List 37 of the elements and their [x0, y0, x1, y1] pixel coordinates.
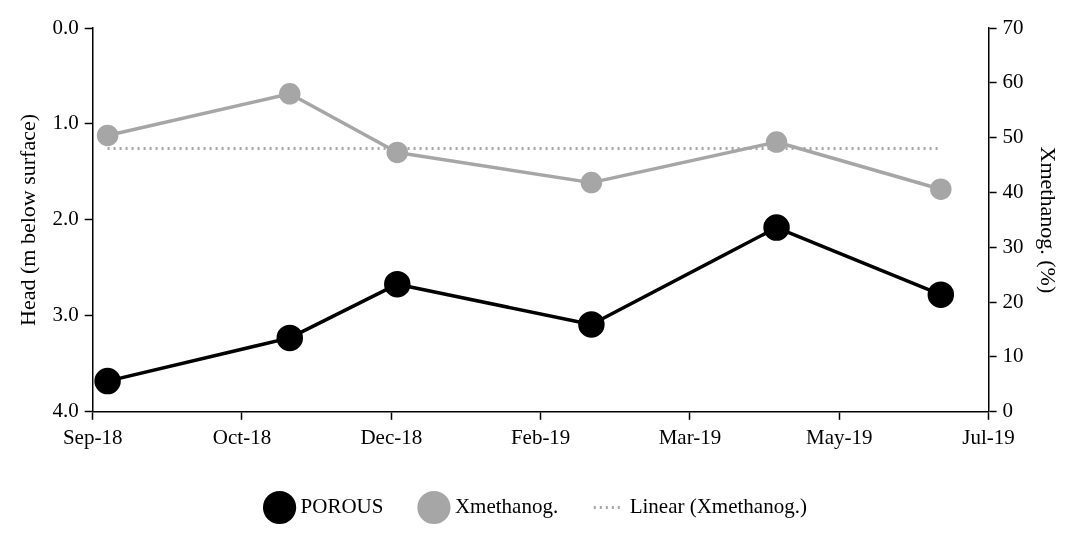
x-tick-label: May-19: [806, 424, 873, 449]
y2-tick-label: 20: [1002, 288, 1024, 313]
y2-tick-label: 60: [1002, 69, 1024, 94]
point: [578, 311, 605, 338]
y-tick-label: 4.0: [52, 398, 79, 423]
point: [927, 281, 955, 308]
y2-tick-label: 30: [1002, 233, 1024, 258]
point: [386, 141, 409, 164]
y-tick-label: 3.0: [52, 302, 79, 327]
point: [384, 270, 411, 298]
legend-label: Xmethanog.: [454, 494, 559, 519]
point: [763, 214, 790, 241]
point: [930, 178, 952, 200]
point: [765, 131, 788, 153]
point: [580, 171, 603, 194]
y-axis-title: Head (m below surface): [14, 113, 40, 326]
y2-tick-label: 70: [1002, 14, 1024, 39]
y-tick-label: 2.0: [52, 206, 79, 231]
point: [96, 124, 119, 147]
point: [279, 83, 301, 105]
x-tick-label: Mar-19: [658, 424, 722, 449]
x-tick-label: Jul-19: [962, 424, 1015, 449]
y-tick-label: 1.0: [52, 110, 79, 135]
y2-tick-label: 10: [1002, 343, 1024, 368]
point: [276, 324, 304, 352]
y2-axis-title: Xmethanog. (%): [1036, 146, 1062, 294]
x-tick-label: Feb-19: [510, 424, 571, 449]
y2-tick-label: 0: [1002, 398, 1014, 423]
x-tick-label: Oct-18: [212, 424, 272, 449]
legend-label: Linear (Xmethanog.): [629, 494, 807, 519]
x-tick-label: Sep-18: [62, 424, 123, 449]
y-tick-label: 0.0: [52, 14, 79, 39]
legend-label: POROUS: [300, 494, 384, 519]
x-tick-label: Dec-18: [360, 424, 423, 449]
y2-tick-label: 50: [1002, 124, 1024, 149]
y2-tick-label: 40: [1002, 179, 1024, 203]
point: [94, 367, 121, 395]
